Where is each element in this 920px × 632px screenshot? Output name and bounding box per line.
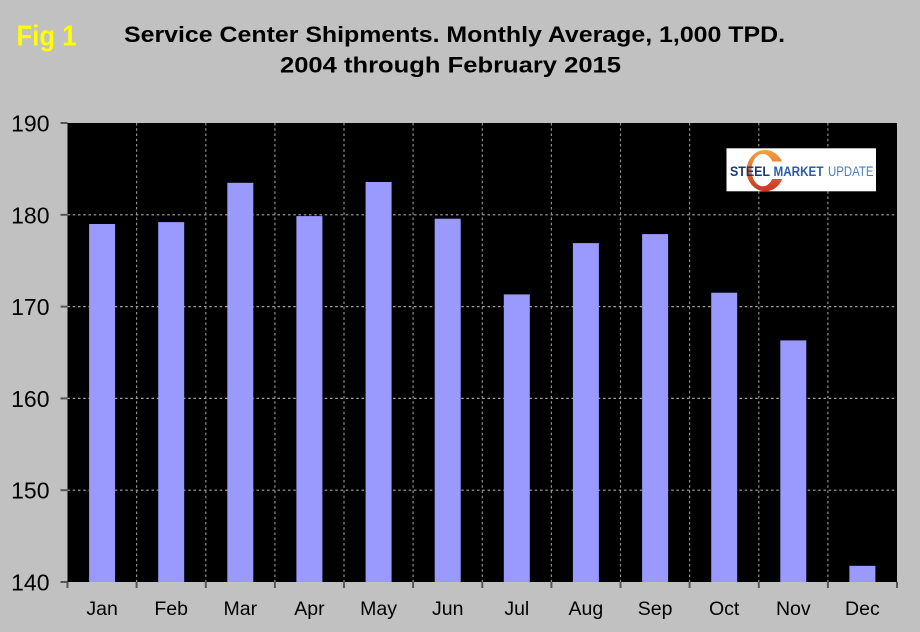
svg-text:Jan: Jan — [86, 598, 117, 620]
svg-text:Aug: Aug — [569, 598, 604, 620]
svg-text:Jun: Jun — [432, 598, 463, 620]
svg-text:Fig 1: Fig 1 — [17, 21, 77, 53]
svg-text:180: 180 — [11, 202, 49, 228]
svg-text:150: 150 — [11, 478, 49, 504]
svg-text:STEEL: STEEL — [730, 164, 770, 179]
svg-text:Service Center Shipments. Mont: Service Center Shipments. Monthly Averag… — [124, 22, 785, 47]
svg-text:Feb: Feb — [154, 598, 188, 620]
svg-text:Oct: Oct — [709, 598, 740, 620]
svg-text:170: 170 — [11, 294, 49, 320]
svg-text:2004 through February 2015: 2004 through February 2015 — [280, 53, 621, 78]
svg-text:May: May — [360, 598, 397, 620]
svg-text:Sep: Sep — [638, 598, 673, 620]
svg-text:140: 140 — [11, 570, 49, 596]
svg-text:190: 190 — [11, 111, 49, 137]
svg-text:160: 160 — [11, 386, 49, 412]
svg-text:Mar: Mar — [224, 598, 258, 620]
svg-text:Dec: Dec — [845, 598, 880, 620]
svg-text:Jul: Jul — [504, 598, 529, 620]
svg-text:Apr: Apr — [294, 598, 325, 620]
svg-text:UPDATE: UPDATE — [828, 164, 874, 179]
svg-text:MARKET: MARKET — [774, 164, 825, 179]
svg-text:Nov: Nov — [776, 598, 811, 620]
